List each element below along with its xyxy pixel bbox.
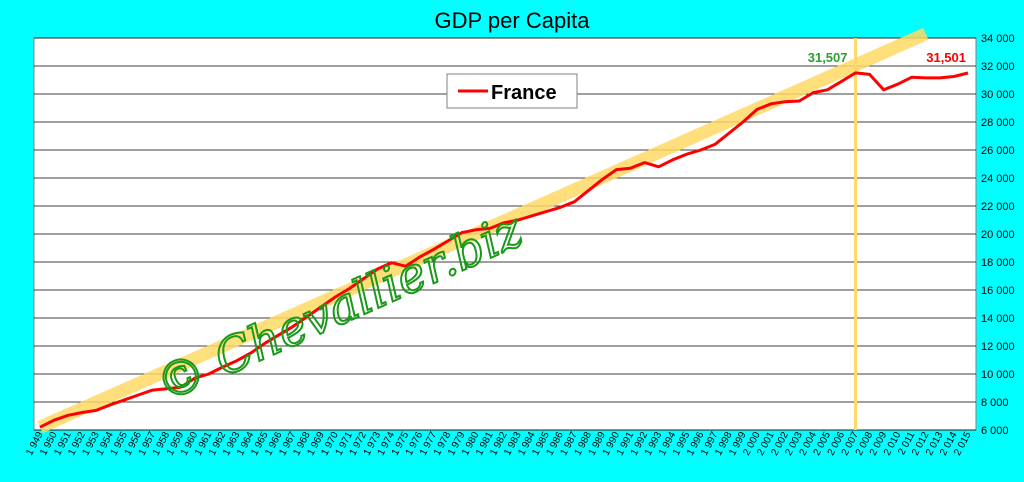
series-lines — [39, 71, 969, 429]
annotations: 31,507 31,501 — [808, 50, 966, 65]
y-tick-label: 30 000 — [981, 89, 1015, 101]
series-line-france — [39, 71, 969, 429]
y-tick-label: 10 000 — [981, 369, 1015, 381]
y-axis-ticks: 6 000 8 000 10 000 12 000 14 000 16 000 18 000… — [981, 33, 1015, 437]
y-tick-label: 32 000 — [981, 61, 1015, 73]
annotation-label: 31,501 — [926, 50, 966, 65]
y-tick-label: 6 000 — [981, 425, 1009, 437]
y-tick-label: 34 000 — [981, 33, 1015, 45]
y-tick-label: 26 000 — [981, 145, 1015, 157]
y-tick-label: 14 000 — [981, 313, 1015, 325]
y-tick-label: 18 000 — [981, 257, 1015, 269]
y-tick-label: 12 000 — [981, 341, 1015, 353]
chart-title: GDP per Capita — [434, 8, 590, 33]
y-tick-label: 24 000 — [981, 173, 1015, 185]
y-tick-label: 20 000 — [981, 229, 1015, 241]
legend-label-france: France — [491, 82, 557, 104]
y-tick-label: 8 000 — [981, 397, 1009, 409]
y-tick-label: 28 000 — [981, 117, 1015, 129]
y-tick-label: 22 000 — [981, 201, 1015, 213]
y-tick-label: 16 000 — [981, 285, 1015, 297]
legend: France — [446, 73, 578, 109]
grid-lines — [34, 37, 976, 431]
annotation-label: 31,507 — [808, 50, 848, 65]
